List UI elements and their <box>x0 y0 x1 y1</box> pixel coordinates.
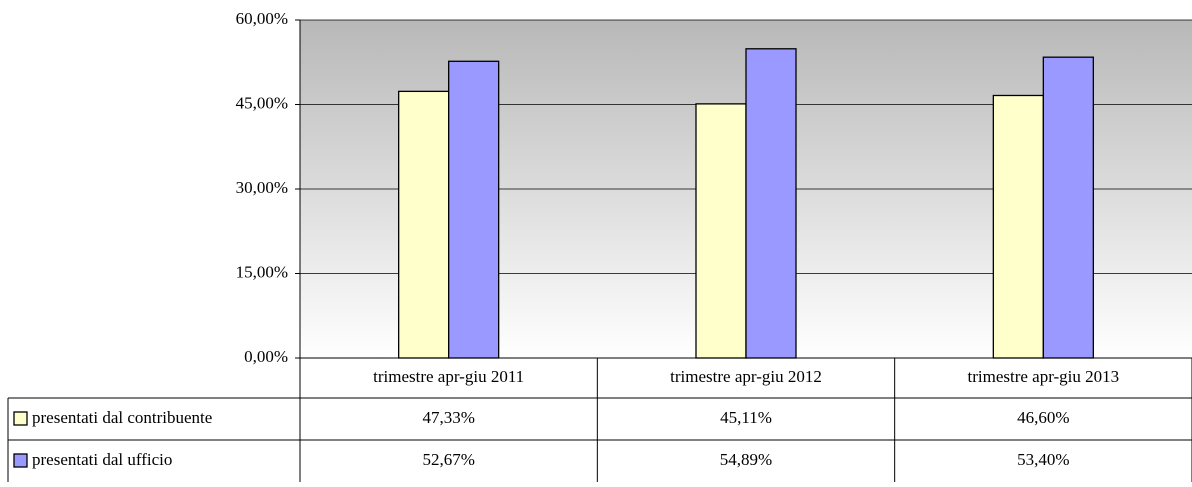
table-value: 46,60% <box>1017 408 1069 427</box>
table-value: 54,89% <box>720 450 772 469</box>
bar <box>992 94 1044 359</box>
legend-label: presentati dal contribuente <box>32 408 212 427</box>
y-tick-label: 0,00% <box>244 347 288 366</box>
x-tick-label: trimestre apr-giu 2013 <box>967 367 1119 386</box>
y-tick-label: 15,00% <box>236 262 288 281</box>
bar <box>448 60 500 359</box>
y-tick-label: 30,00% <box>236 178 288 197</box>
x-tick-label: trimestre apr-giu 2011 <box>373 367 524 386</box>
legend-label: presentati dal ufficio <box>32 450 172 469</box>
legend-marker <box>13 453 28 468</box>
y-tick-label: 60,00% <box>236 9 288 28</box>
y-tick-label: 45,00% <box>236 93 288 112</box>
bar <box>745 48 797 359</box>
table-value: 52,67% <box>422 450 474 469</box>
bar <box>398 90 450 359</box>
table-value: 45,11% <box>720 408 772 427</box>
legend-marker <box>13 411 28 426</box>
table-value: 47,33% <box>422 408 474 427</box>
x-tick-label: trimestre apr-giu 2012 <box>670 367 822 386</box>
bar <box>1042 56 1094 359</box>
bar <box>695 103 747 359</box>
table-value: 53,40% <box>1017 450 1069 469</box>
